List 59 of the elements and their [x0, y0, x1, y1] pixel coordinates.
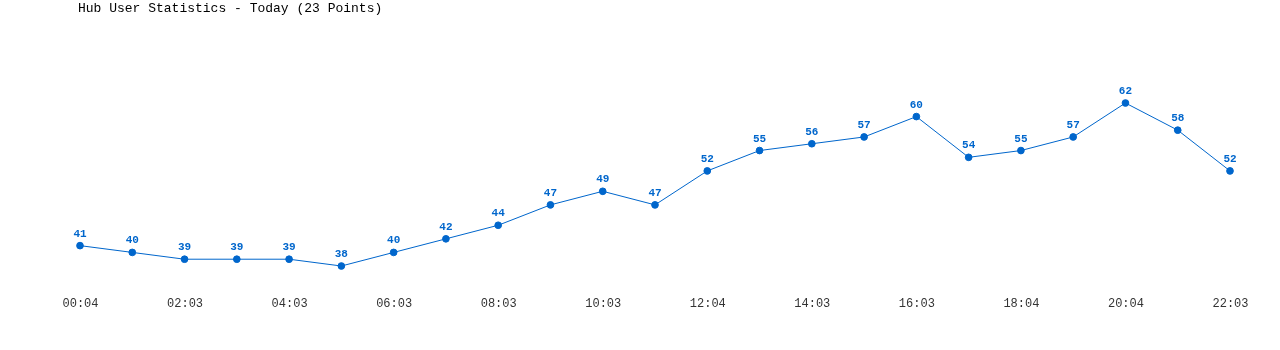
data-label: 39 — [177, 241, 192, 254]
data-label: 58 — [1171, 112, 1185, 125]
data-label: 55 — [1014, 132, 1028, 145]
x-tick-label: 06:03 — [376, 296, 413, 311]
x-tick-label: 22:03 — [1212, 296, 1249, 311]
point — [180, 255, 189, 264]
data-label: 41 — [73, 227, 87, 240]
point — [598, 187, 607, 196]
point — [1173, 126, 1182, 135]
chart-title: Hub User Statistics - Today (23 Points) — [78, 1, 383, 16]
data-label: 47 — [543, 186, 558, 199]
x-tick-label: 16:03 — [898, 296, 935, 311]
data-label: 55 — [752, 132, 767, 145]
point — [389, 248, 398, 257]
data-label: 57 — [1066, 118, 1080, 131]
point — [807, 139, 816, 148]
point — [337, 262, 346, 270]
x-tick-label: 04:03 — [271, 296, 308, 311]
data-label: 54 — [962, 139, 976, 152]
point — [285, 255, 293, 264]
data-label: 39 — [282, 241, 296, 254]
point — [76, 241, 84, 250]
data-label: 56 — [805, 125, 819, 138]
x-tick-label: 12:04 — [689, 296, 726, 311]
x-tick-label: 20:04 — [1107, 296, 1144, 311]
data-label: 39 — [230, 241, 244, 254]
point — [128, 248, 137, 257]
point — [1226, 167, 1234, 175]
point — [651, 201, 659, 209]
point — [1017, 146, 1025, 155]
data-label: 44 — [491, 207, 506, 220]
point — [912, 112, 921, 121]
data-label: 52 — [1223, 152, 1237, 165]
x-tick-label: 00:04 — [62, 296, 99, 311]
data-label: 57 — [857, 118, 871, 131]
data-label: 49 — [596, 173, 610, 186]
x-tick-label: 08:03 — [480, 296, 517, 311]
point — [1069, 133, 1078, 141]
data-label: 40 — [387, 234, 401, 247]
point — [703, 167, 712, 175]
x-tick-label: 10:03 — [585, 296, 622, 311]
data-label: 47 — [648, 186, 662, 199]
x-tick-label: 14:03 — [794, 296, 831, 311]
point — [755, 146, 764, 155]
data-label: 40 — [125, 234, 139, 247]
point — [860, 133, 868, 141]
point — [1121, 99, 1130, 107]
data-label: 52 — [700, 152, 714, 165]
point — [232, 255, 241, 264]
data-label: 38 — [334, 248, 349, 260]
point — [964, 153, 973, 162]
point — [494, 221, 503, 230]
x-tick-label: 18:04 — [1003, 296, 1040, 311]
x-tick-label: 02:03 — [167, 296, 204, 311]
point — [546, 201, 555, 209]
data-label: 42 — [439, 220, 453, 233]
point — [442, 234, 450, 243]
data-label: 62 — [1118, 85, 1133, 97]
data-label: 60 — [909, 98, 923, 111]
